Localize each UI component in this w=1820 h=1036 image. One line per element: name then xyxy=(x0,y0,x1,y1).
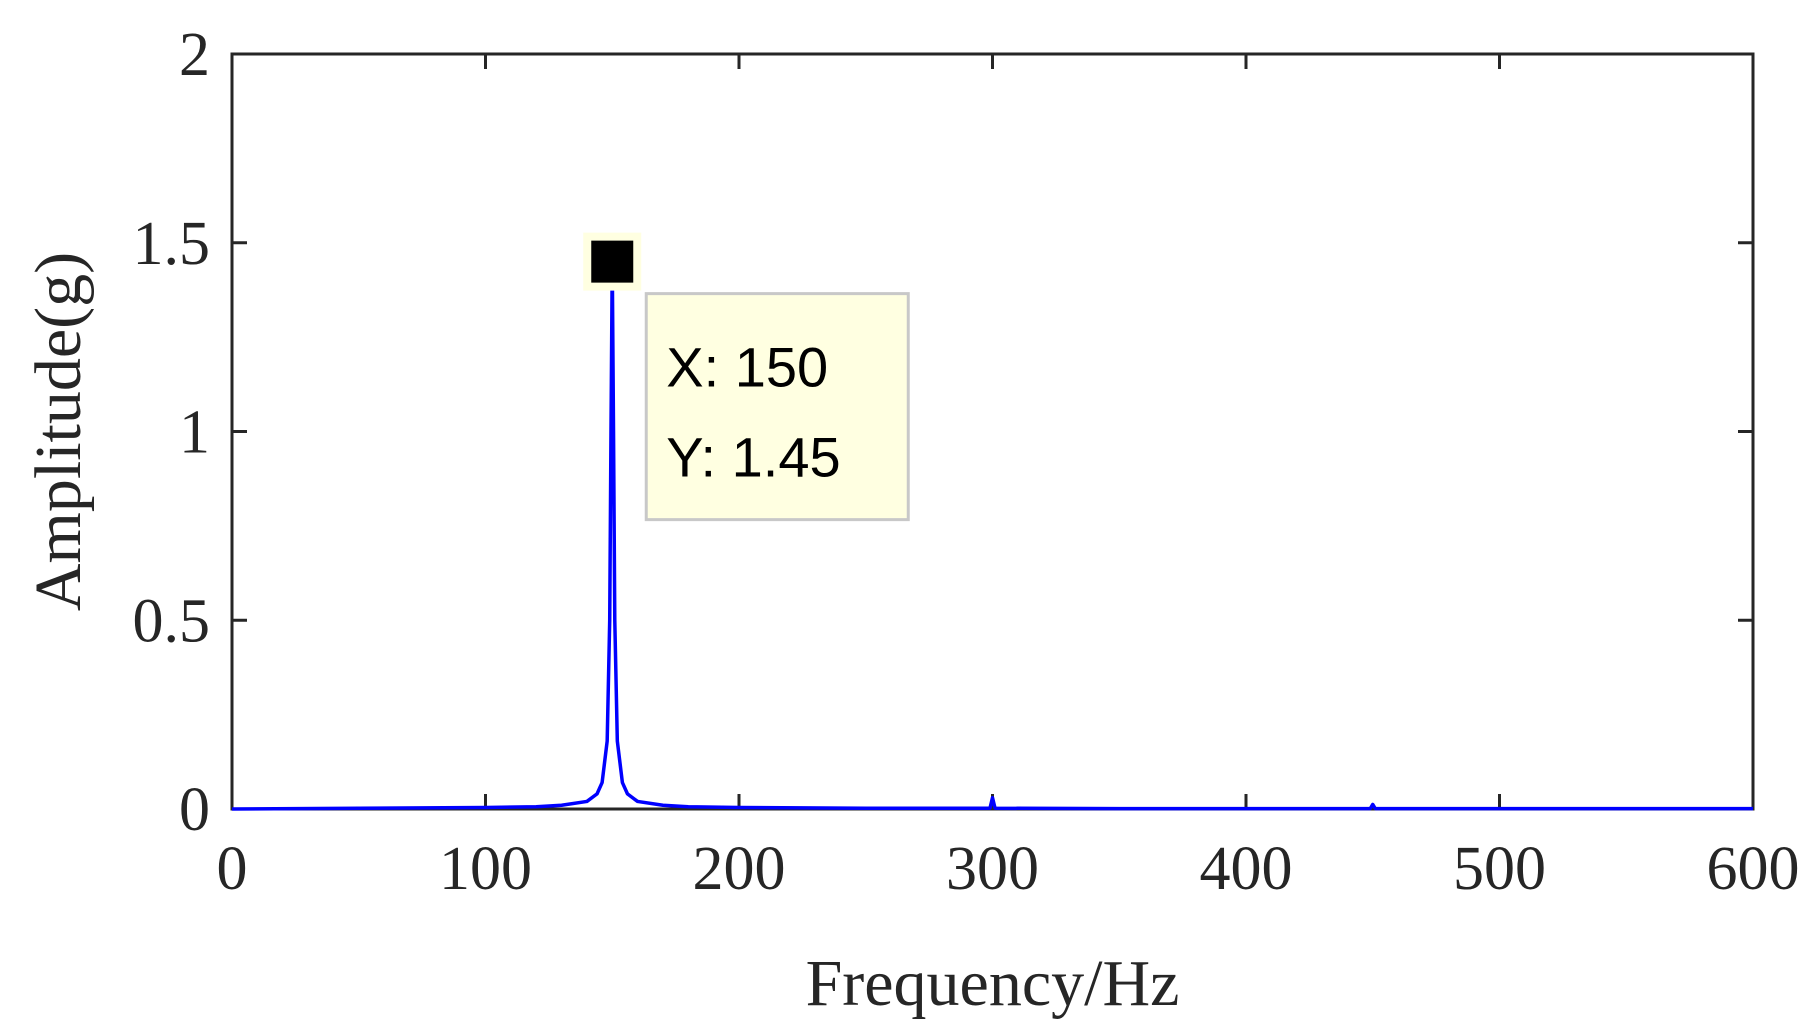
x-tick-label: 0 xyxy=(217,835,248,903)
y-tick-label: 1.5 xyxy=(133,210,211,278)
x-tick-label: 100 xyxy=(439,835,532,903)
y-tick-label: 0 xyxy=(179,776,210,844)
y-tick-label: 2 xyxy=(179,21,210,89)
x-tick-label: 400 xyxy=(1200,835,1293,903)
x-tick-label: 500 xyxy=(1453,835,1546,903)
y-tick-label: 0.5 xyxy=(133,587,211,655)
datatip-x-text: X: 150 xyxy=(666,336,828,399)
series-line xyxy=(231,259,1753,811)
y-axis-ticks: 0 0.5 1 1.5 2 xyxy=(133,21,1753,844)
datatip-box[interactable] xyxy=(644,292,910,522)
x-tick-label: 300 xyxy=(946,835,1039,903)
x-axis-label: Frequency/Hz xyxy=(806,947,1180,1020)
y-tick-label: 1 xyxy=(179,399,210,467)
datatip[interactable]: X: 150 Y: 1.45 xyxy=(583,232,910,522)
x-tick-label: 600 xyxy=(1707,835,1800,903)
datatip-marker[interactable] xyxy=(591,240,634,283)
x-tick-label: 200 xyxy=(693,835,786,903)
plot-frame xyxy=(230,52,1755,811)
y-axis-label: Amplitude(g) xyxy=(22,252,95,611)
x-axis-ticks: 0 100 200 300 400 500 600 xyxy=(217,54,1800,903)
series-layer xyxy=(231,259,1753,811)
plot-area xyxy=(230,52,1755,811)
datatip-y-text: Y: 1.45 xyxy=(666,426,840,489)
